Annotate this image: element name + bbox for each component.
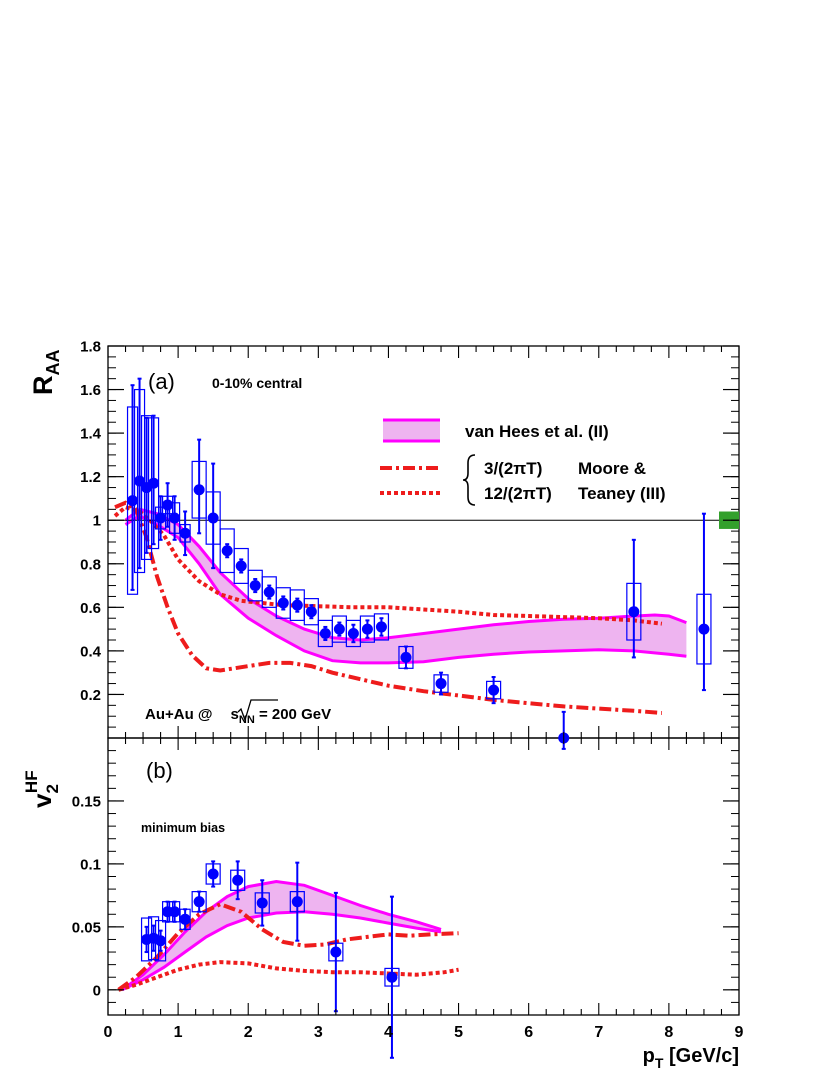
ytick-label-a: 1.6 <box>80 382 101 399</box>
data-point-a-16 <box>305 606 317 618</box>
collision-system-label: Au+Au @ sNN = 200 GeV <box>145 706 331 726</box>
axes: 0.20.40.60.811.21.41.61.800.050.10.150 1 2… <box>72 339 744 1042</box>
data-point-a-3 <box>148 477 160 489</box>
ytick-label-a: 1.4 <box>80 426 102 443</box>
data-point-a-18 <box>333 623 345 635</box>
data-point-b-5 <box>179 913 191 925</box>
legend-dashdot-label: 3/(2πT) <box>484 459 542 478</box>
syst-box-a-11 <box>233 547 249 584</box>
data-point-a-8 <box>193 484 205 496</box>
legend-model-label-2: Teaney (III) <box>578 484 666 503</box>
ytick-label-a: 1.8 <box>80 339 101 356</box>
xtick-label: 3 <box>314 1024 323 1041</box>
xtick-label: 9 <box>735 1024 744 1041</box>
data-point-a-20 <box>361 623 373 635</box>
theory-dotted-b <box>117 960 459 992</box>
legend-dotted-label: 12/(2πT) <box>484 484 552 503</box>
ylabel-b: v2HF <box>22 770 62 808</box>
theory-dashdot-a <box>114 500 663 715</box>
sqrt-symbol <box>237 699 278 723</box>
data-point-a-6 <box>169 512 181 524</box>
syst-box-a-21 <box>373 613 390 641</box>
theory-band-b <box>122 881 441 990</box>
data-point-a-7 <box>179 527 191 539</box>
panel-b-label: (b) <box>146 758 173 783</box>
panel-a-frame <box>107 345 740 739</box>
data-point-a-14 <box>277 597 289 609</box>
data-point-a-24 <box>488 684 500 696</box>
xtick-label: 6 <box>524 1024 533 1041</box>
legend-brace <box>462 454 476 506</box>
centrality-label: 0-10% central <box>212 375 302 391</box>
ytick-label-a: 0.2 <box>80 687 101 704</box>
syst-box-a-16 <box>303 598 319 626</box>
data-point-b-11 <box>330 946 342 958</box>
ylabel-a: RAA <box>28 350 63 396</box>
data-point-b-2 <box>155 935 167 947</box>
data-point-a-22 <box>400 651 412 663</box>
ytick-label-a: 1 <box>93 513 101 530</box>
xtick-label: 5 <box>454 1024 463 1041</box>
ytick-label-a: 0.8 <box>80 556 101 573</box>
panel-b-theory <box>117 879 459 992</box>
ytick-label-a: 0.6 <box>80 600 101 617</box>
data-point-b-8 <box>232 874 244 886</box>
xtick-label: 7 <box>594 1024 603 1041</box>
ytick-label-b: 0.05 <box>72 919 101 936</box>
data-point-a-4 <box>155 512 167 524</box>
xtick-label: 1 <box>174 1024 183 1041</box>
minimum-bias-label: minimum bias <box>141 821 225 835</box>
legend-band-swatch <box>383 420 440 441</box>
legend-model-label-1: Moore & <box>578 459 646 478</box>
data-point-a-0 <box>127 495 139 507</box>
data-point-a-1 <box>134 475 146 487</box>
ytick-label-a: 1.2 <box>80 469 101 486</box>
data-point-a-21 <box>375 621 387 633</box>
data-point-a-17 <box>319 627 331 639</box>
data-point-a-19 <box>347 627 359 639</box>
data-point-b-10 <box>291 896 303 908</box>
data-point-a-10 <box>221 545 233 557</box>
data-point-b-6 <box>193 896 205 908</box>
data-point-a-11 <box>235 560 247 572</box>
panel-a-marks <box>108 377 739 750</box>
theory-dotted-a <box>113 504 663 626</box>
data-point-a-5 <box>162 499 174 511</box>
data-point-a-13 <box>263 586 275 598</box>
theory-band-a <box>125 509 687 663</box>
xtick-label: 0 <box>104 1024 113 1041</box>
data-point-a-23 <box>435 678 447 690</box>
xtick-label: 4 <box>384 1024 393 1041</box>
theory-dashdot-b <box>117 902 459 992</box>
panel-a-label: (a) <box>148 369 175 394</box>
ytick-label-b: 0 <box>93 982 101 999</box>
ytick-label-b: 0.1 <box>80 856 101 873</box>
data-point-b-4 <box>169 906 181 918</box>
data-point-a-15 <box>291 599 303 611</box>
xlabel: pT [GeV/c] <box>643 1045 739 1071</box>
ytick-label-a: 0.4 <box>80 643 102 660</box>
data-point-b-12 <box>386 971 398 983</box>
data-point-b-9 <box>256 897 268 909</box>
xtick-label: 8 <box>664 1024 673 1041</box>
ytick-label-b: 0.15 <box>72 793 101 810</box>
data-point-a-26 <box>628 606 640 618</box>
data-point-a-12 <box>249 580 261 592</box>
data-point-a-27 <box>698 623 710 635</box>
xtick-label: 2 <box>244 1024 253 1041</box>
legend-band-label: van Hees et al. (II) <box>465 422 609 441</box>
data-point-b-7 <box>207 868 219 880</box>
panel-a-theory <box>113 500 687 715</box>
panel-b-marks <box>140 860 400 1059</box>
data-point-a-9 <box>207 512 219 524</box>
